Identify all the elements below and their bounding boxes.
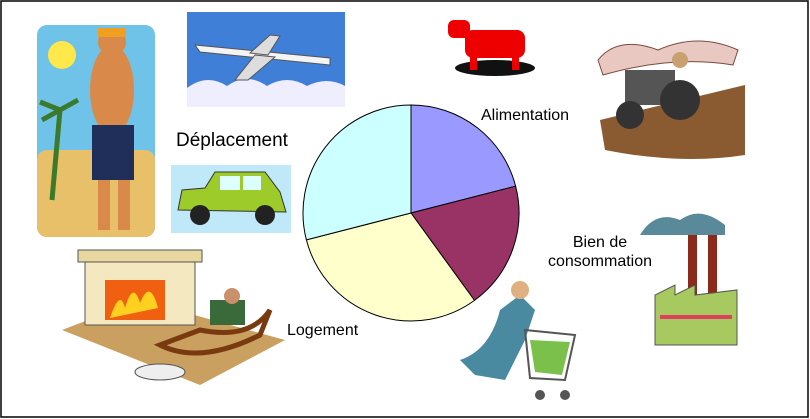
slide: Alimentation Bien de consommation Logeme… (0, 0, 810, 419)
slice-label: Alimentation (481, 106, 569, 125)
chart (0, 0, 810, 419)
clipart-beach (37, 25, 155, 237)
slice-label: Déplacement (176, 130, 288, 152)
clipart-car (171, 165, 291, 233)
slice-label: Bien de consommation (545, 233, 655, 271)
clipart-airplane (187, 12, 345, 107)
slice-label: Logement (287, 321, 358, 340)
pie (303, 105, 519, 321)
